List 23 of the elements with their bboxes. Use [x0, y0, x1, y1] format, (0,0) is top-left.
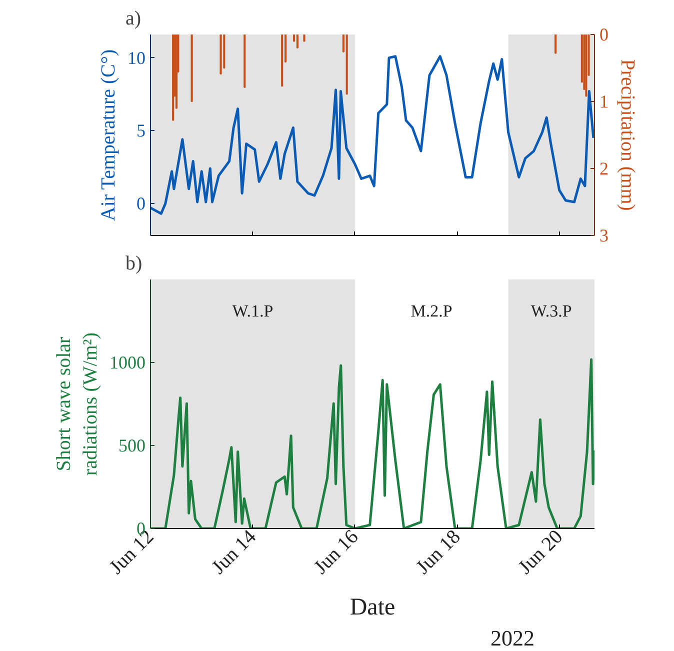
y-axis-title: Short wave solar radiations (W/m²): [53, 332, 102, 476]
y2-axis-title: Precipitation (mm): [616, 59, 638, 211]
x-tick-label: Jun 16: [310, 526, 363, 579]
band-label: W.1.P: [232, 302, 274, 320]
y-tick-label: 500: [118, 436, 146, 456]
y-tick-label: 5: [136, 120, 146, 141]
y2-tick-label: 3: [600, 226, 608, 246]
band-label: W.3.P: [530, 302, 572, 320]
y-tick-label: 1000: [110, 352, 146, 372]
y2-tick-label: 2: [600, 158, 608, 178]
x-tick-label: Jun 18: [412, 526, 465, 579]
chart-title: b): [126, 252, 142, 274]
y2-tick-label: 1: [600, 92, 608, 112]
x-tick-label: Jun 20: [514, 526, 568, 579]
annotation: M.2.P: [410, 302, 452, 320]
x-axis-title: Date: [350, 594, 396, 620]
y-axis-title: Air Temperature (C°): [98, 49, 120, 222]
y-tick-label: 0: [136, 193, 146, 214]
chart-title: a): [126, 8, 142, 30]
x-tick-label: Jun 14: [208, 526, 260, 579]
text: 2022: [490, 626, 534, 650]
y-tick-label: 10: [128, 48, 146, 68]
y2-tick-label: 0: [600, 24, 608, 44]
